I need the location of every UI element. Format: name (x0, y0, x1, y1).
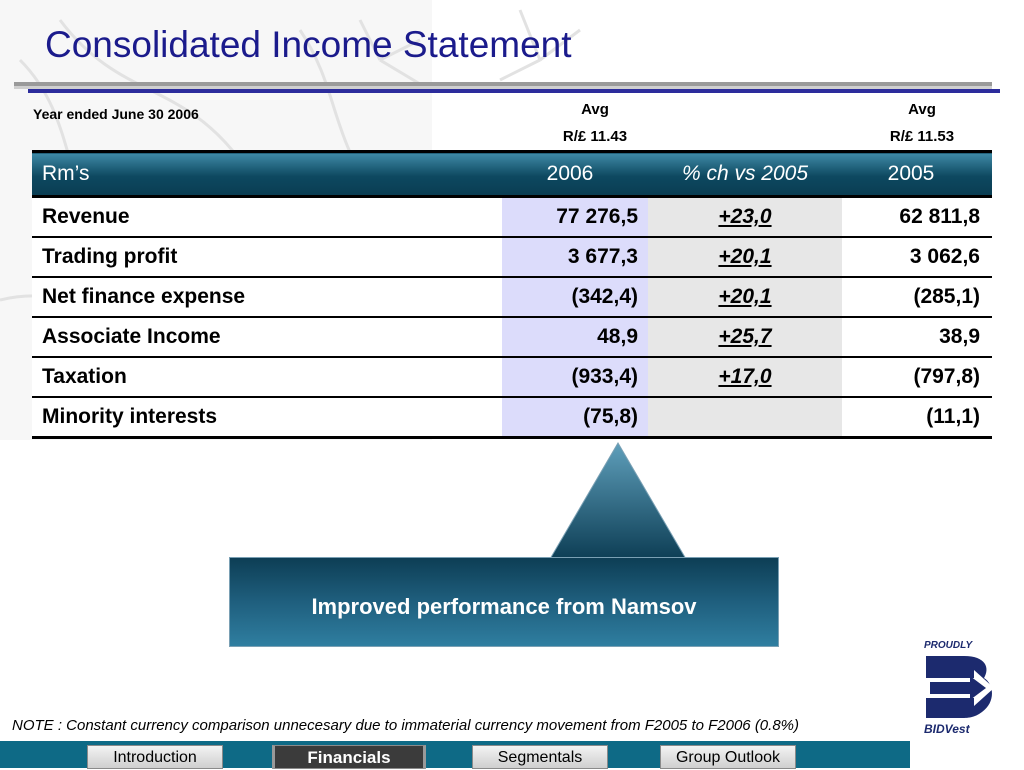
nav-group-outlook[interactable]: Group Outlook (660, 745, 796, 769)
value-2006: (342,4) (502, 277, 648, 318)
period-label: Year ended June 30 2006 (33, 106, 199, 122)
pct-change (648, 397, 842, 439)
nav-segmentals[interactable]: Segmentals (472, 745, 608, 769)
row-label: Taxation (32, 357, 502, 398)
row-label: Minority interests (32, 397, 502, 439)
row-label: Trading profit (32, 237, 502, 278)
header-2005: 2005 (842, 150, 992, 198)
value-2006: (75,8) (502, 397, 648, 439)
value-2005: (11,1) (842, 397, 992, 439)
value-2005: 62 811,8 (842, 196, 992, 238)
value-2006: 77 276,5 (502, 196, 648, 238)
title-divider (14, 82, 992, 86)
table-row: Minority interests (75,8) (11,1) (32, 397, 992, 439)
pct-change: +17,0 (648, 357, 842, 398)
header-pct-change: % ch vs 2005 (648, 150, 842, 198)
avg-rate-2006: Avg R/£ 11.43 (535, 96, 655, 150)
callout-box: Improved performance from Namsov (229, 557, 779, 647)
row-label: Net finance expense (32, 277, 502, 318)
callout-pointer (549, 442, 687, 559)
value-2005: (797,8) (842, 357, 992, 398)
page-title: Consolidated Income Statement (45, 24, 572, 65)
table-row: Taxation (933,4) +17,0 (797,8) (32, 357, 992, 398)
table-row: Revenue 77 276,5 +23,0 62 811,8 (32, 196, 992, 238)
logo-text-bottom: BIDVest (924, 722, 970, 736)
avg-rate-2005-label: Avg (908, 101, 936, 118)
table-header-row: Rm’s 2006 % ch vs 2005 2005 (32, 150, 992, 198)
table-row: Trading profit 3 677,3 +20,1 3 062,6 (32, 237, 992, 278)
value-2006: 48,9 (502, 317, 648, 358)
bidvest-logo: PROUDLY BIDVest (924, 640, 1000, 740)
value-2006: 3 677,3 (502, 237, 648, 278)
pct-change: +25,7 (648, 317, 842, 358)
avg-rate-2006-label: Avg (581, 101, 609, 118)
value-2005: 38,9 (842, 317, 992, 358)
row-label: Associate Income (32, 317, 502, 358)
header-2006: 2006 (502, 150, 648, 198)
row-label: Revenue (32, 196, 502, 238)
pct-change: +20,1 (648, 277, 842, 318)
nav-introduction[interactable]: Introduction (87, 745, 223, 769)
nav-financials[interactable]: Financials (272, 745, 426, 769)
value-2006: (933,4) (502, 357, 648, 398)
avg-rate-2005: Avg R/£ 11.53 (862, 96, 982, 150)
logo-text-top: PROUDLY (924, 640, 973, 651)
table-row: Net finance expense (342,4) +20,1 (285,1… (32, 277, 992, 318)
footnote: NOTE : Constant currency comparison unne… (12, 717, 799, 734)
table-row: Associate Income 48,9 +25,7 38,9 (32, 317, 992, 358)
avg-rate-2005-value: R/£ 11.53 (889, 128, 955, 145)
avg-rate-2006-value: R/£ 11.43 (562, 128, 628, 145)
pct-change: +20,1 (648, 237, 842, 278)
value-2005: (285,1) (842, 277, 992, 318)
pct-change: +23,0 (648, 196, 842, 238)
title-divider-blue (28, 89, 1000, 93)
income-statement-table: Rm’s 2006 % ch vs 2005 2005 Revenue 77 2… (32, 150, 992, 439)
header-rms: Rm’s (32, 150, 502, 198)
value-2005: 3 062,6 (842, 237, 992, 278)
logo-mark-icon (926, 656, 994, 718)
title-divider-light (14, 86, 992, 89)
